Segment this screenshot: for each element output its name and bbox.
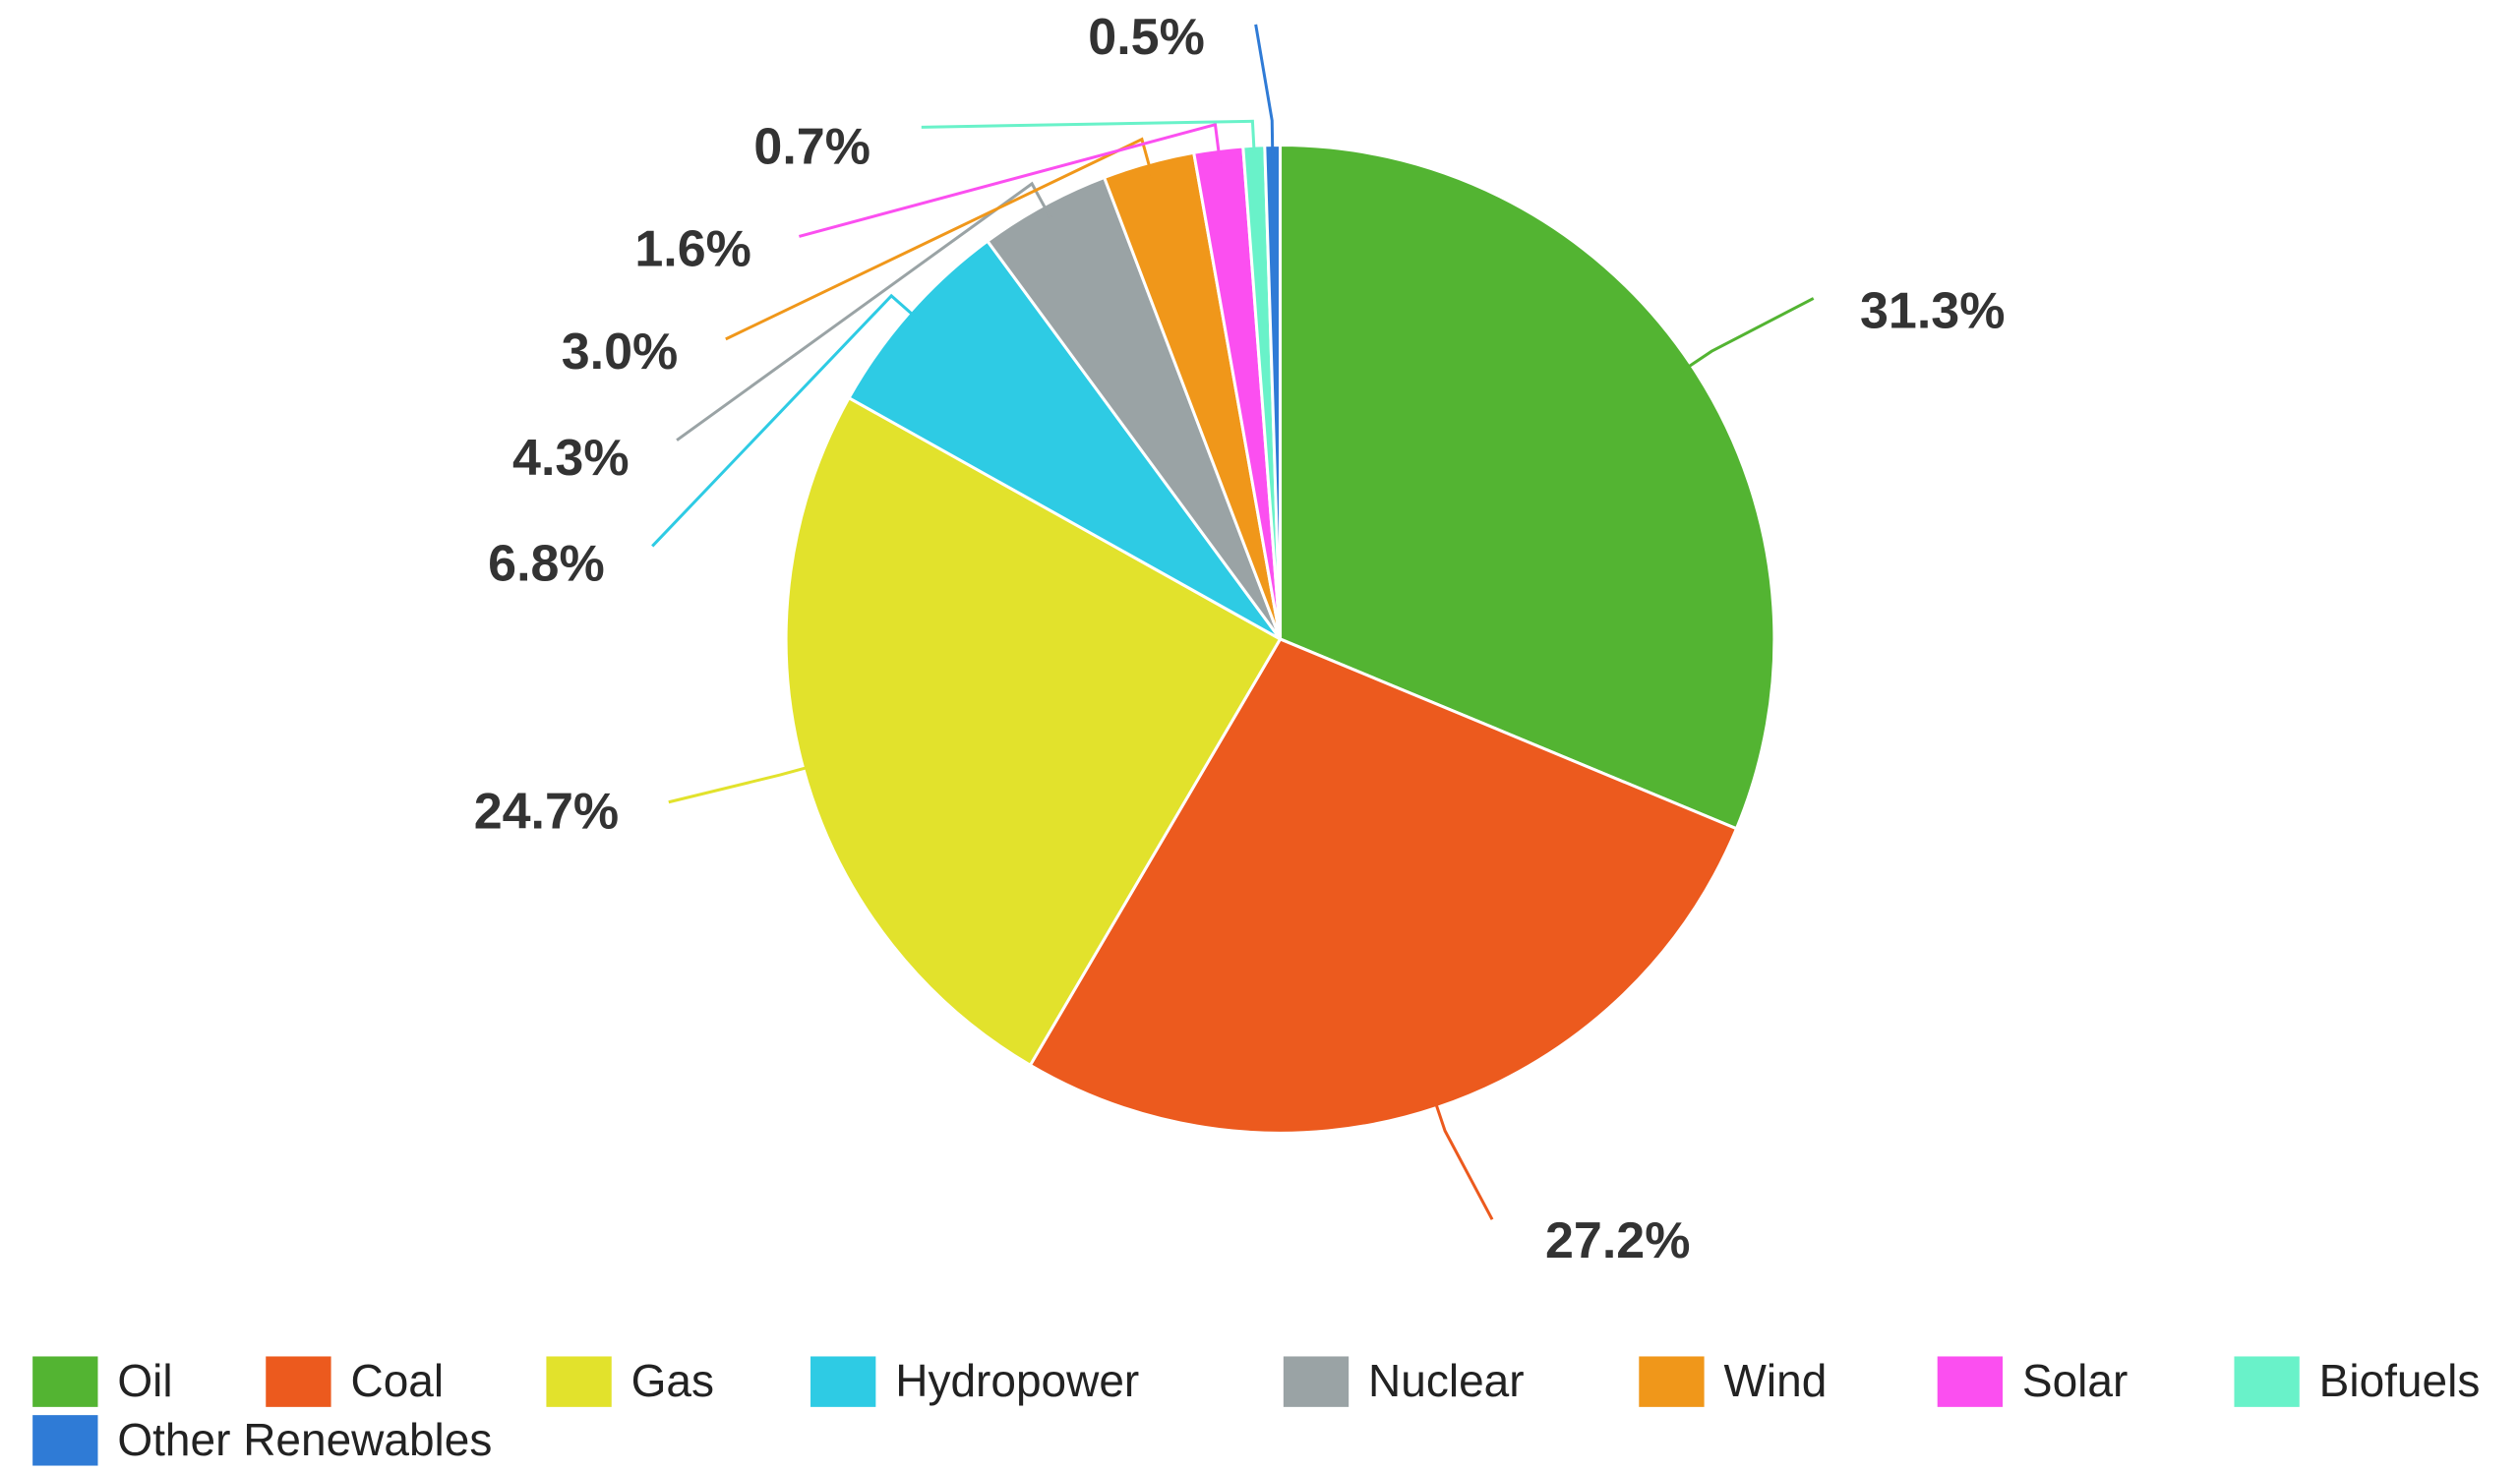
legend-label: Hydropower: [895, 1355, 1139, 1406]
data-label: 31.3%: [1860, 283, 2005, 340]
leader-line: [651, 293, 923, 548]
data-label: 27.2%: [1545, 1212, 1690, 1269]
data-label: 4.3%: [512, 430, 630, 487]
legend-swatch: [810, 1356, 876, 1407]
legend-swatch: [32, 1356, 98, 1407]
data-label: 0.5%: [1088, 9, 1205, 66]
legend-swatch: [2234, 1356, 2300, 1407]
data-label: 0.7%: [753, 118, 870, 175]
leader-line: [1430, 1092, 1494, 1220]
leader-line: [668, 763, 818, 804]
legend-label: Coal: [350, 1355, 444, 1406]
legend-label: Wind: [1724, 1355, 1828, 1406]
leader-line: [799, 122, 1223, 238]
leader-line: [1254, 24, 1275, 160]
leader-line: [921, 119, 1257, 161]
legend-label: Oil: [117, 1355, 172, 1406]
data-label: 1.6%: [634, 221, 751, 278]
leader-line: [725, 137, 1155, 341]
legend-label: Other Renewables: [117, 1414, 492, 1465]
legend-label: Nuclear: [1368, 1355, 1525, 1406]
leader-line: [1678, 297, 1815, 375]
data-label: 3.0%: [562, 324, 679, 381]
legend-swatch: [1283, 1356, 1350, 1407]
legend-swatch: [32, 1415, 98, 1466]
legend-label: Biofuels: [2319, 1355, 2481, 1406]
legend-swatch: [546, 1356, 612, 1407]
leader-line: [676, 181, 1052, 442]
legend-label: Gas: [631, 1355, 714, 1406]
legend-swatch: [266, 1356, 331, 1407]
data-label: 6.8%: [488, 536, 605, 593]
legend-swatch: [1937, 1356, 2004, 1407]
legend-label: Solar: [2022, 1355, 2128, 1406]
legend-swatch: [1639, 1356, 1705, 1407]
data-label: 24.7%: [474, 784, 619, 841]
